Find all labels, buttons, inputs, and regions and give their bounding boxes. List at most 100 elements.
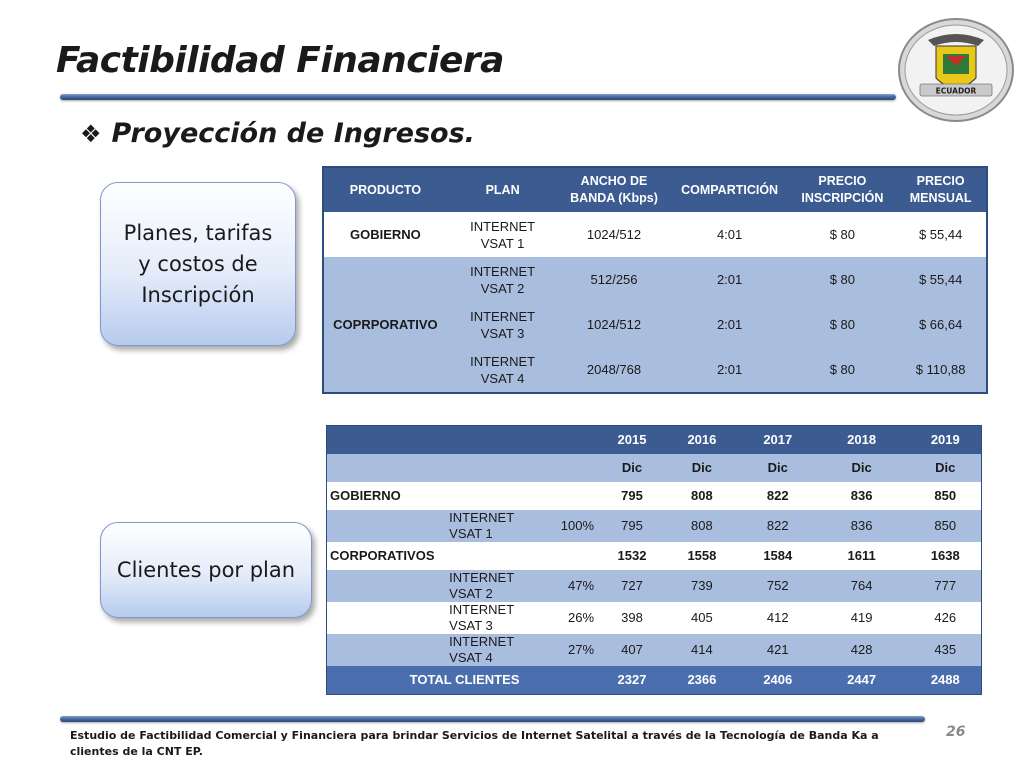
percent-cell: 100% [544, 510, 603, 542]
table-row: INTERNET VSAT 1 100% 795 808 822 836 850 [326, 510, 982, 542]
sharing-cell: 2:01 [669, 257, 790, 302]
header-ancho-banda: ANCHO DE BANDA (Kbps) [558, 167, 670, 212]
header-comparticion: COMPARTICIÓN [669, 167, 790, 212]
value-cell: 421 [741, 634, 814, 666]
clients-per-plan-table: 2015 2016 2017 2018 2019 Dic Dic Dic Dic… [326, 425, 982, 695]
value-cell: 764 [813, 570, 910, 602]
plan-cell: INTERNET VSAT 2 [446, 257, 559, 302]
month-cell: Dic [741, 454, 814, 482]
plans-callout-line3: Inscripción [141, 282, 255, 307]
total-cell: 2488 [909, 666, 982, 695]
monthly-price-cell: $ 110,88 [895, 347, 987, 393]
total-row: TOTAL CLIENTES 2327 2366 2406 2447 2488 [326, 666, 982, 695]
total-cell: 2366 [661, 666, 742, 695]
monthly-price-cell: $ 55,44 [895, 257, 987, 302]
signup-price-cell: $ 80 [789, 257, 896, 302]
footer-text: Estudio de Factibilidad Comercial y Fina… [70, 729, 879, 758]
plan-cell: INTERNET VSAT 1 [446, 510, 545, 542]
slide-title: Factibilidad Financiera [56, 40, 504, 81]
total-cell: 2406 [741, 666, 814, 695]
plan-cell: INTERNET VSAT 2 [446, 570, 545, 602]
value-cell: 435 [909, 634, 982, 666]
value-cell: 836 [813, 482, 910, 510]
year-cell: 2016 [661, 425, 742, 454]
clients-callout: Clientes por plan [100, 522, 312, 618]
header-precio-mensual: PRECIO MENSUAL [895, 167, 987, 212]
value-cell: 836 [813, 510, 910, 542]
bandwidth-cell: 2048/768 [558, 347, 670, 393]
table-row: CORPORATIVOS 1532 1558 1584 1611 1638 [326, 542, 982, 570]
value-cell: 1532 [602, 542, 662, 570]
table-row: INTERNET VSAT 3 1024/512 2:01 $ 80 $ 66,6… [323, 302, 987, 347]
product-corporativo: COPRPORATIVO [323, 257, 447, 393]
monthly-price-cell: $ 66,64 [895, 302, 987, 347]
sharing-cell: 2:01 [669, 347, 790, 393]
value-cell: 1558 [661, 542, 742, 570]
signup-price-cell: $ 80 [789, 302, 896, 347]
value-cell: 426 [909, 602, 982, 634]
plans-callout-line1: Planes, tarifas [123, 220, 273, 245]
value-cell: 1611 [813, 542, 910, 570]
plan-cell: INTERNET VSAT 4 [446, 634, 545, 666]
sharing-cell: 4:01 [669, 212, 790, 257]
plan-cell: INTERNET VSAT 3 [446, 602, 545, 634]
value-cell: 1638 [909, 542, 982, 570]
value-cell: 428 [813, 634, 910, 666]
table-row: INTERNET VSAT 2 47% 727 739 752 764 777 [326, 570, 982, 602]
value-cell: 405 [661, 602, 742, 634]
year-cell: 2018 [813, 425, 910, 454]
value-cell: 1584 [741, 542, 814, 570]
value-cell: 822 [741, 510, 814, 542]
table-row: INTERNET VSAT 4 27% 407 414 421 428 435 [326, 634, 982, 666]
group-label-gobierno: GOBIERNO [326, 482, 603, 510]
group-label-corporativos: CORPORATIVOS [326, 542, 603, 570]
value-cell: 739 [661, 570, 742, 602]
value-cell: 398 [602, 602, 662, 634]
section-heading-text: Proyección de Ingresos. [111, 118, 475, 149]
value-cell: 752 [741, 570, 814, 602]
month-cell: Dic [661, 454, 742, 482]
bandwidth-cell: 1024/512 [558, 212, 670, 257]
sharing-cell: 2:01 [669, 302, 790, 347]
value-cell: 850 [909, 510, 982, 542]
plans-callout-line2: y costos de [138, 251, 258, 276]
percent-cell: 47% [544, 570, 603, 602]
table-header-row: PRODUCTO PLAN ANCHO DE BANDA (Kbps) COMPA… [323, 167, 987, 212]
plan-cell: INTERNET VSAT 4 [446, 347, 559, 393]
signup-price-cell: $ 80 [789, 347, 896, 393]
value-cell: 407 [602, 634, 662, 666]
value-cell: 795 [602, 510, 662, 542]
value-cell: 777 [909, 570, 982, 602]
table-row: INTERNET VSAT 4 2048/768 2:01 $ 80 $ 110,… [323, 347, 987, 393]
seal-bottom-text: ECUADOR [936, 87, 977, 96]
percent-cell: 26% [544, 602, 603, 634]
plan-cell: INTERNET VSAT 1 [446, 212, 559, 257]
value-cell: 414 [661, 634, 742, 666]
clients-callout-text: Clientes por plan [116, 557, 296, 582]
value-cell: 727 [602, 570, 662, 602]
total-cell: 2327 [602, 666, 662, 695]
value-cell: 412 [741, 602, 814, 634]
total-label: TOTAL CLIENTES [326, 666, 603, 695]
month-cell: Dic [909, 454, 982, 482]
product-gobierno: GOBIERNO [323, 212, 447, 257]
value-cell: 822 [741, 482, 814, 510]
table-row: GOBIERNO 795 808 822 836 850 [326, 482, 982, 510]
plans-callout: Planes, tarifas y costos de Inscripción [100, 182, 296, 346]
header-plan: PLAN [446, 167, 559, 212]
header-producto: PRODUCTO [323, 167, 447, 212]
value-cell: 850 [909, 482, 982, 510]
month-cell: Dic [602, 454, 662, 482]
bandwidth-cell: 512/256 [558, 257, 670, 302]
total-cell: 2447 [813, 666, 910, 695]
header-precio-inscripcion: PRECIO INSCRIPCIÓN [789, 167, 896, 212]
year-cell: 2015 [602, 425, 662, 454]
page-number: 26 [946, 724, 966, 740]
table-row: COPRPORATIVO INTERNET VSAT 2 512/256 2:01… [323, 257, 987, 393]
year-cell: 2017 [741, 425, 814, 454]
signup-price-cell: $ 80 [789, 212, 896, 257]
monthly-price-cell: $ 55,44 [895, 212, 987, 257]
year-header-row: 2015 2016 2017 2018 2019 [326, 425, 982, 454]
section-heading: ❖ Proyección de Ingresos. [80, 118, 475, 149]
title-divider [60, 94, 896, 100]
